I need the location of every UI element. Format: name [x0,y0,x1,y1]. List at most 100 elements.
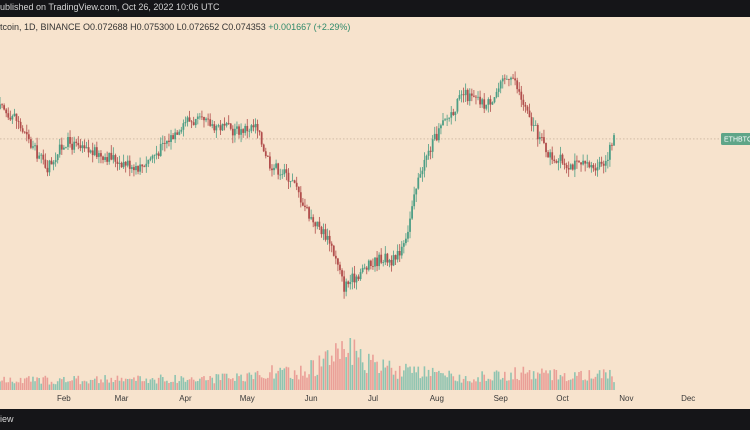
candle-body [287,172,290,182]
candle-body [365,267,368,270]
volume-bar [238,376,240,390]
volume-bar [429,376,432,390]
volume-bar [118,380,121,390]
volume-bar [454,380,457,390]
candle-body [400,246,403,256]
volume-bar [174,374,176,390]
ohlc-legend: tcoin, 1D, BINANCE O0.072688 H0.075300 L… [0,22,350,32]
candle-body [244,125,247,133]
candle-body [413,194,416,207]
volume-bar [221,373,224,390]
candle-body [65,146,67,148]
candle-body [301,202,304,206]
volume-bar [497,371,500,390]
candle-body [297,186,300,193]
candle-body [281,174,284,176]
candle-body [201,116,203,118]
candle-body [124,161,127,166]
volume-bar [594,376,597,390]
volume-bar [370,359,372,390]
volume-bar [23,378,26,390]
candle-body [326,235,329,240]
volume-bar [54,384,57,390]
volume-bar [246,373,249,390]
candle-body [442,120,444,126]
candle-layer [0,71,615,299]
candle-body [378,254,381,267]
volume-bar [100,379,102,390]
candle-body [60,144,63,150]
candle-body [559,154,562,161]
candle-body [429,150,432,152]
candle-body [604,161,607,166]
volume-bar [473,379,475,390]
volume-bar [532,371,535,390]
candle-body [250,125,253,131]
volume-bar [240,374,242,390]
volume-bar [135,380,137,390]
volume-bar [52,383,55,390]
volume-bar [318,355,321,390]
volume-bar [436,372,438,390]
candle-body [219,125,222,131]
volume-bar [205,380,207,390]
candle-body [606,159,609,162]
candle-body [100,153,102,157]
volume-bar [149,379,152,390]
candle-body [153,154,156,156]
volume-bar [145,378,148,390]
volume-bar [9,377,12,390]
candle-body [120,162,123,168]
volume-bar [194,381,197,390]
volume-bar [417,366,420,390]
candle-body [264,151,267,157]
candle-body [17,120,20,122]
volume-bar [285,366,288,390]
volume-bar [93,378,96,390]
candle-body [174,132,177,140]
volume-bar [536,372,539,390]
candle-body [347,281,350,285]
candle-body [248,130,251,132]
candle-body [330,243,333,246]
candle-body [279,174,282,176]
candle-body [534,124,537,126]
candle-body [528,110,531,118]
candle-body [322,229,325,235]
candle-body [454,111,457,116]
candle-body [157,153,160,156]
candle-body [491,102,494,105]
volume-bar [578,372,580,390]
candle-body [588,162,591,168]
volume-bar [110,377,113,390]
volume-bar [126,379,129,390]
x-tick-label: Mar [115,394,129,403]
candle-body [312,217,315,223]
volume-bar [124,378,127,390]
candle-body [526,106,529,111]
candle-body [122,161,125,168]
volume-bar [223,373,226,390]
volume-bar [444,375,446,390]
candle-body [563,163,566,166]
candle-body [409,218,411,232]
volume-bar [363,370,366,390]
volume-bar [147,382,150,390]
candle-body [608,144,611,160]
volume-bar [104,375,106,390]
volume-bar [227,378,230,390]
volume-bar [248,372,251,390]
volume-bar [604,372,607,390]
volume-bar [403,370,405,390]
candle-body [475,96,477,98]
candle-body [260,132,263,145]
candle-body [497,88,500,92]
volume-bar [34,381,36,390]
candle-body [182,123,185,130]
volume-bar [15,381,18,390]
volume-bar [159,374,162,390]
candle-body [493,97,496,103]
volume-bar [580,370,582,390]
volume-bar [518,380,521,390]
